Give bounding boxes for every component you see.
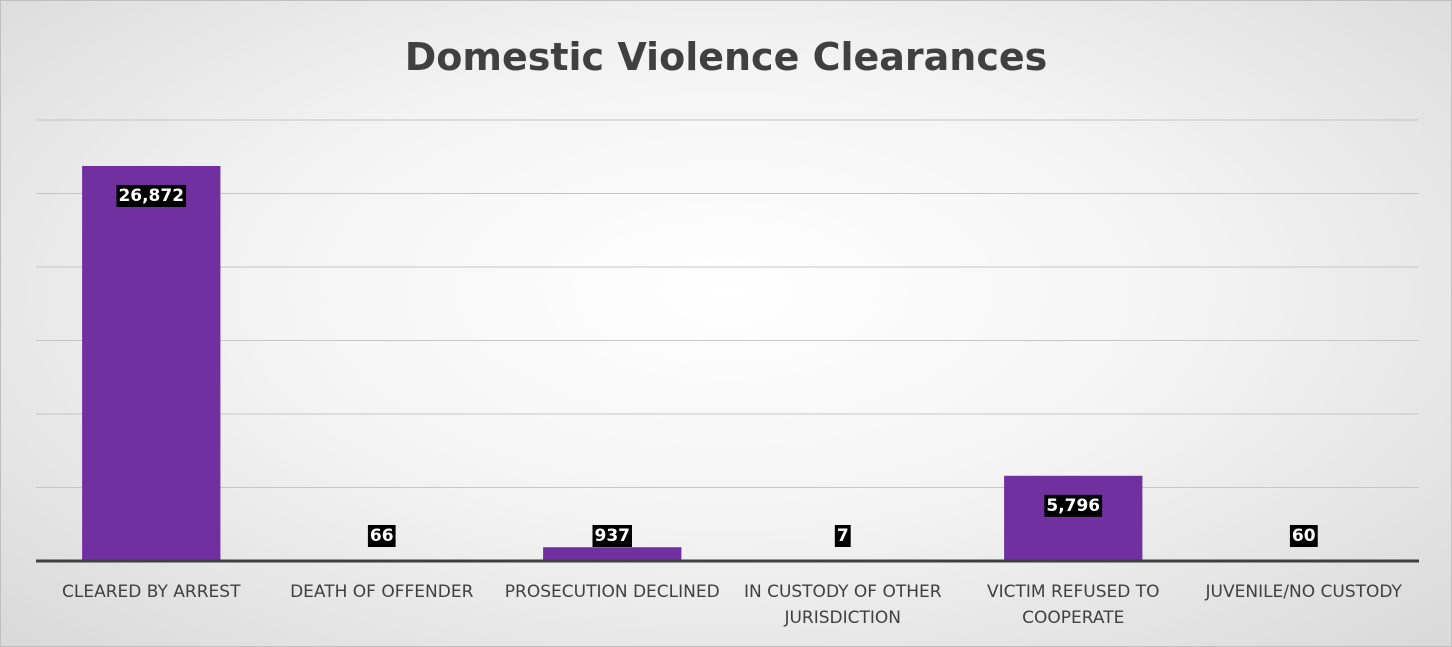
data-label-text: 66 xyxy=(370,526,394,546)
data-label-text: 7 xyxy=(837,526,849,546)
data-label: 7 xyxy=(834,525,851,547)
data-label-text: 60 xyxy=(1292,526,1316,546)
bar xyxy=(543,547,682,561)
x-tick-label: CLEARED BY ARREST xyxy=(62,582,241,602)
data-label: 937 xyxy=(592,525,632,547)
data-label: 60 xyxy=(1289,525,1318,547)
data-label-box xyxy=(367,525,396,547)
data-label-text: 26,872 xyxy=(118,186,184,206)
data-label-box xyxy=(116,184,187,207)
x-tick-label: IN CUSTODY OF OTHER JURISDICTION xyxy=(743,582,942,628)
chart-title: Domestic Violence Clearances xyxy=(404,35,1048,79)
data-label-box xyxy=(834,525,851,547)
data-label-box xyxy=(1289,525,1318,547)
data-label-box xyxy=(592,525,632,547)
bar xyxy=(1004,475,1143,561)
x-tick-label: PROSECUTION DECLINED xyxy=(504,582,720,602)
x-tick-label: VICTIM REFUSED TO COOPERATE xyxy=(986,582,1160,628)
data-label: 66 xyxy=(367,525,396,547)
data-label-text: 5,796 xyxy=(1046,496,1100,516)
bar xyxy=(82,165,221,561)
x-tick-label: DEATH OF OFFENDER xyxy=(290,582,474,602)
data-label: 5,796 xyxy=(1044,494,1103,517)
x-tick-label: JUVENILE/NO CUSTODY xyxy=(1205,582,1402,602)
data-label-box xyxy=(1044,494,1103,517)
data-label-text: 937 xyxy=(595,526,631,546)
data-label: 26,872 xyxy=(116,184,187,207)
